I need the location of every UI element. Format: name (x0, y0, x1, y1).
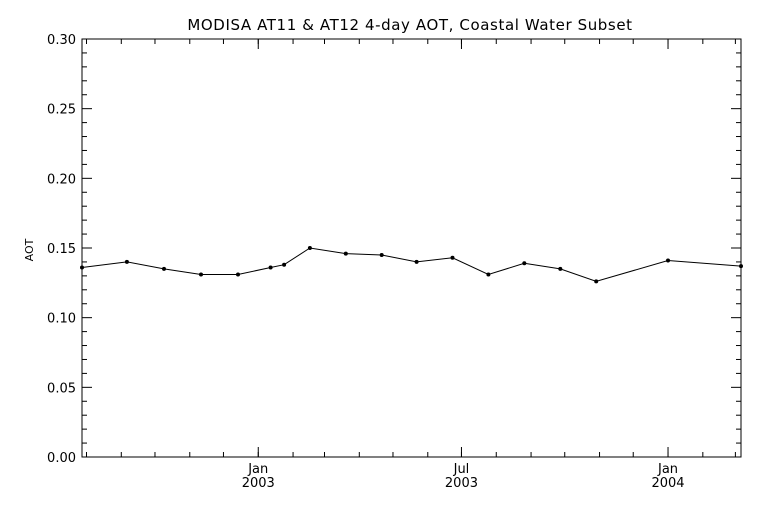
chart-title: MODISA AT11 & AT12 4-day AOT, Coastal Wa… (187, 16, 632, 34)
data-point (594, 279, 599, 284)
data-point (268, 265, 273, 270)
x-tick-label-year: 2003 (242, 476, 275, 491)
data-point (80, 265, 84, 270)
y-tick-label: 0.15 (47, 242, 76, 257)
data-point (282, 262, 287, 267)
data-point (558, 266, 563, 271)
data-point (236, 272, 240, 277)
data-point (379, 253, 384, 257)
y-tick-label: 0.25 (47, 103, 76, 118)
y-tick-label: 0.10 (47, 312, 76, 327)
data-point (162, 266, 166, 271)
x-tick-label-year: 2004 (651, 476, 684, 491)
data-point (124, 259, 129, 264)
data-point (414, 259, 419, 264)
data-point (522, 261, 527, 266)
x-tick-label-month: Jan (247, 462, 268, 477)
data-point (486, 272, 491, 277)
y-tick-label: 0.05 (47, 381, 76, 396)
y-tick-label: 0.20 (47, 172, 76, 187)
x-tick-label-month: Jul (453, 462, 470, 477)
data-point (199, 272, 203, 277)
series-line (81, 247, 742, 282)
y-tick-label: 0.30 (47, 33, 76, 48)
data-point (666, 258, 670, 263)
x-tick-label-year: 2003 (445, 476, 478, 491)
data-point (739, 264, 743, 269)
plot-frame (81, 38, 742, 458)
x-tick-label-month: Jan (657, 462, 678, 477)
y-tick-label: 0.00 (47, 451, 76, 466)
data-point (307, 246, 312, 250)
data-point (450, 255, 455, 260)
plot-area: 0.000.050.100.150.200.250.30Jan2003Jul20… (47, 33, 743, 491)
y-axis-label: AOT (23, 238, 36, 261)
data-point (343, 251, 348, 256)
